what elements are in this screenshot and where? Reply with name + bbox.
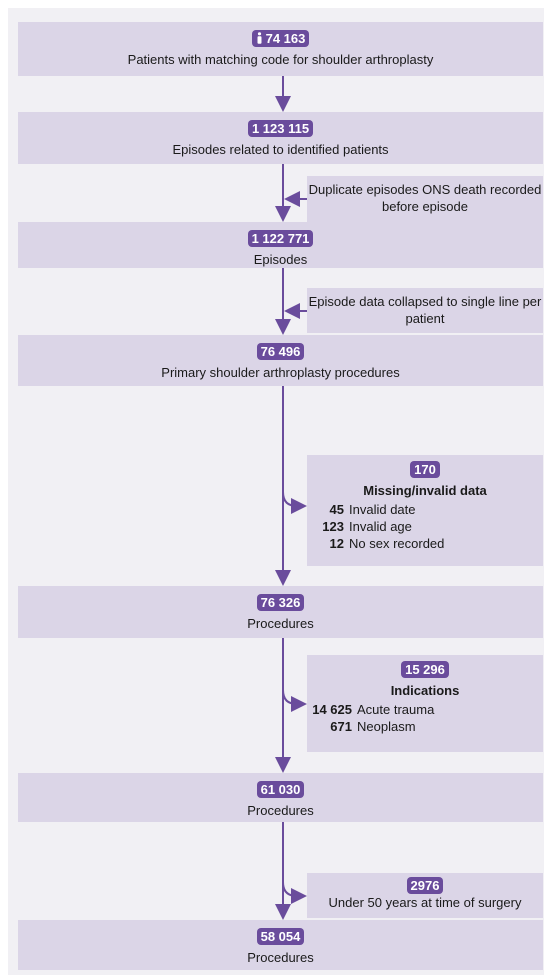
- item-count: 123: [322, 519, 344, 534]
- flow-box: 1 122 771 Episodes: [18, 222, 543, 268]
- flow-box: 1 123 115 Episodes related to identified…: [18, 112, 543, 164]
- exclusion-box: Episode data collapsed to single line pe…: [307, 288, 543, 333]
- box-label: Procedures: [247, 950, 314, 965]
- box-title: Missing/invalid data: [363, 483, 487, 498]
- count-badge: 76 326: [256, 594, 305, 611]
- box-label: Procedures: [247, 803, 314, 818]
- item-count: 671: [330, 719, 352, 734]
- box-label: Duplicate episodes ONS death recorded be…: [308, 182, 542, 214]
- count-badge: 74 163: [251, 30, 310, 47]
- item-label: Invalid age: [349, 519, 412, 534]
- exclusion-box: 2976 Under 50 years at time of surgery: [307, 873, 543, 918]
- count-badge: 2976: [406, 877, 444, 894]
- item-label: Invalid date: [349, 502, 416, 517]
- count-badge: 170: [410, 461, 440, 478]
- flow-box: 76 496 Primary shoulder arthroplasty pro…: [18, 335, 543, 386]
- flow-box: 58 054 Procedures: [18, 920, 543, 970]
- count-badge: 1 123 115: [247, 120, 314, 137]
- exclusion-box: 15 296 Indications 14 625 Acute trauma 67…: [307, 655, 543, 752]
- item-count: 45: [329, 502, 344, 517]
- count-badge: 61 030: [256, 781, 305, 798]
- box-label: Episodes related to identified patients: [172, 142, 389, 157]
- item-label: Acute trauma: [357, 702, 435, 717]
- box-title: Indications: [390, 683, 460, 698]
- flow-box: 61 030 Procedures: [18, 773, 543, 822]
- count: 74 163: [265, 31, 306, 46]
- item-label: No sex recorded: [349, 536, 445, 551]
- count-badge: 1 122 771: [247, 230, 314, 247]
- exclusion-box: 170 Missing/invalid data 45 Invalid date …: [307, 455, 543, 566]
- item-count: 12: [329, 536, 344, 551]
- count-badge: 58 054: [256, 928, 305, 945]
- item-list: 45 Invalid date 123 Invalid age 12 No sex r…: [313, 501, 543, 552]
- count-badge: 76 496: [256, 343, 305, 360]
- count-badge: 15 296: [401, 661, 449, 678]
- item-label: Neoplasm: [357, 719, 416, 734]
- box-label: Episode data collapsed to single line pe…: [308, 294, 542, 326]
- flow-box: 74 163 Patients with matching code for s…: [18, 22, 543, 76]
- item-count: 14 625: [312, 702, 352, 717]
- box-label: Patients with matching code for shoulder…: [127, 52, 434, 67]
- flow-box: 76 326 Procedures: [18, 586, 543, 638]
- item-list: 14 625 Acute trauma 671 Neoplasm: [307, 701, 543, 735]
- box-label: Episodes: [253, 252, 308, 267]
- exclusion-box: Duplicate episodes ONS death recorded be…: [307, 176, 543, 222]
- box-label: Procedures: [247, 616, 314, 631]
- box-label: Primary shoulder arthroplasty procedures: [161, 365, 400, 380]
- box-label: Under 50 years at time of surgery: [328, 895, 522, 910]
